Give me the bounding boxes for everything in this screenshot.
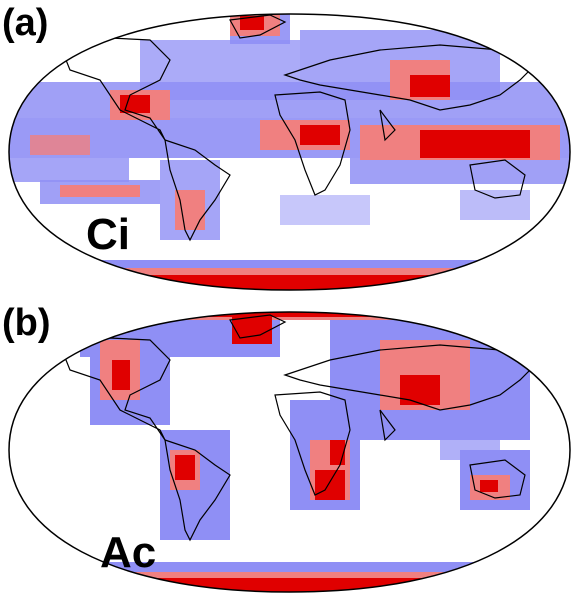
coastlines <box>59 314 542 542</box>
panel-b: (b) Ac <box>0 300 579 600</box>
cloud-type-label: Ci <box>86 210 130 259</box>
map-a <box>8 13 571 291</box>
map-frame <box>8 311 571 593</box>
cloud-occurrence-layer <box>9 312 570 592</box>
map-frame <box>8 13 571 291</box>
panel-label: (a) <box>2 2 49 44</box>
coastlines <box>59 14 542 242</box>
cloud-type-label: Ac <box>100 528 157 577</box>
map-b <box>8 311 571 593</box>
panel-label: (b) <box>2 302 51 344</box>
panel-a: (a) Ci <box>2 2 571 291</box>
